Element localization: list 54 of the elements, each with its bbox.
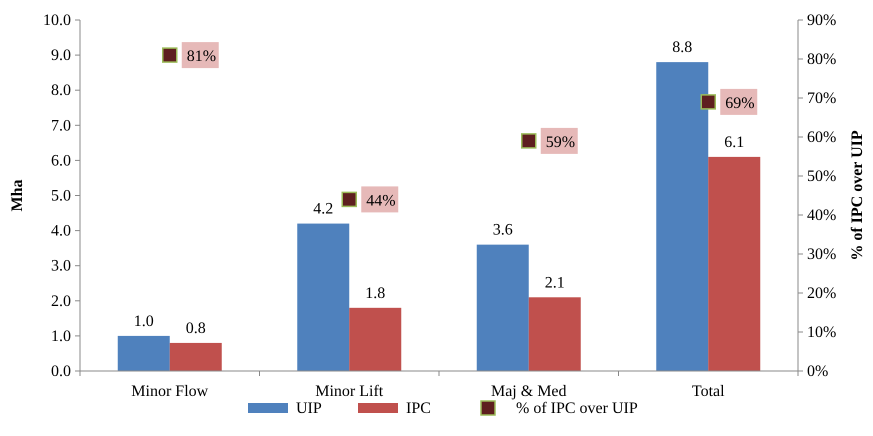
y2-tick-label: 90% xyxy=(807,12,836,29)
bar xyxy=(656,62,708,371)
data-label: 59% xyxy=(546,134,576,151)
y-tick-label: 5.0 xyxy=(51,188,71,204)
point xyxy=(700,94,716,110)
data-label: 1.8 xyxy=(365,284,386,302)
data-label: 6.1 xyxy=(724,134,744,151)
x-tick-label: Minor Lift xyxy=(315,383,384,400)
y-tick-label: 0.0 xyxy=(51,363,71,380)
data-label: 81% xyxy=(186,48,216,66)
y-tick-label: 9.0 xyxy=(51,47,71,64)
data-label: 2.1 xyxy=(544,274,565,292)
y2-tick-label: 60% xyxy=(807,129,836,146)
y2-tick-label: 0% xyxy=(807,363,828,380)
data-label: 44% xyxy=(366,192,396,210)
legend-label: IPC xyxy=(406,400,431,417)
y-tick-label: 1.0 xyxy=(51,328,71,345)
legend-label: % of IPC over UIP xyxy=(516,400,638,417)
y-tick-label: 7.0 xyxy=(51,117,71,134)
bar xyxy=(297,224,350,371)
y2-tick-label: 20% xyxy=(807,285,836,302)
y-tick-label: 6.0 xyxy=(51,152,71,170)
y2-tick-label: 80% xyxy=(807,51,836,68)
y2-tick-label: 30% xyxy=(807,246,836,263)
point xyxy=(521,133,536,149)
data-label: 3.6 xyxy=(492,222,513,239)
point xyxy=(342,192,357,208)
x-tick-label: Total xyxy=(692,383,726,400)
data-label: 4.2 xyxy=(313,200,334,218)
bar xyxy=(708,156,760,371)
point xyxy=(162,47,178,63)
x-tick-label: Minor Flow xyxy=(131,383,209,400)
y2-tick-label: 10% xyxy=(807,324,836,341)
data-label: 1.0 xyxy=(134,312,154,330)
bar xyxy=(528,297,581,371)
data-label: 0.8 xyxy=(186,320,206,337)
bar xyxy=(476,244,529,371)
bar xyxy=(118,336,170,371)
y-axis-title: Mha xyxy=(9,180,26,212)
bar xyxy=(170,342,222,371)
y2-tick-label: 50% xyxy=(807,168,836,185)
y-tick-label: 10.0 xyxy=(43,12,71,29)
y-tick-label: 3.0 xyxy=(51,258,71,275)
y-tick-label: 8.0 xyxy=(51,82,71,100)
y2-tick-label: 40% xyxy=(807,207,836,224)
x-tick-label: Maj & Med xyxy=(490,383,567,400)
y2-tick-label: 70% xyxy=(807,90,836,107)
data-label: 8.8 xyxy=(672,39,692,56)
y-tick-label: 4.0 xyxy=(51,222,71,240)
bar xyxy=(349,308,402,371)
data-label: 69% xyxy=(725,94,755,112)
y-tick-label: 2.0 xyxy=(51,292,71,310)
legend-label: UIP xyxy=(296,400,322,417)
y2-axis-title: % of IPC over UIP xyxy=(849,130,866,261)
